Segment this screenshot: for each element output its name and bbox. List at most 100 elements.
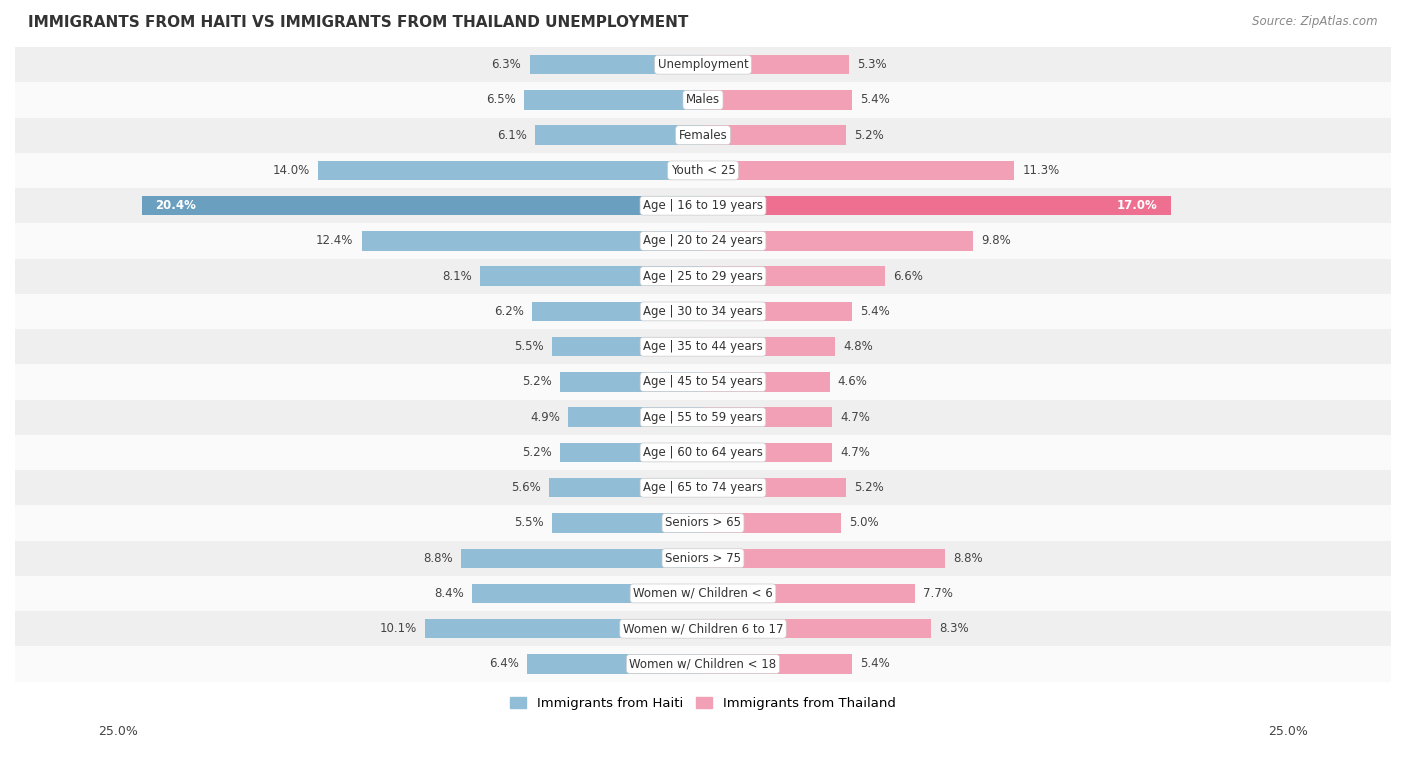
Text: Age | 20 to 24 years: Age | 20 to 24 years xyxy=(643,235,763,248)
Text: 6.4%: 6.4% xyxy=(489,658,519,671)
Bar xyxy=(15,611,1391,646)
Bar xyxy=(15,47,1391,83)
Text: 5.4%: 5.4% xyxy=(860,93,890,107)
Text: Age | 16 to 19 years: Age | 16 to 19 years xyxy=(643,199,763,212)
Bar xyxy=(703,90,852,110)
Text: 6.5%: 6.5% xyxy=(486,93,516,107)
Text: Age | 30 to 34 years: Age | 30 to 34 years xyxy=(643,305,763,318)
Bar xyxy=(536,126,703,145)
Text: 12.4%: 12.4% xyxy=(316,235,353,248)
Text: 5.2%: 5.2% xyxy=(855,129,884,142)
Bar xyxy=(703,231,973,251)
Text: Women w/ Children 6 to 17: Women w/ Children 6 to 17 xyxy=(623,622,783,635)
Text: Seniors > 75: Seniors > 75 xyxy=(665,552,741,565)
Bar xyxy=(551,337,703,357)
Bar xyxy=(703,478,846,497)
Bar xyxy=(548,478,703,497)
Text: Age | 25 to 29 years: Age | 25 to 29 years xyxy=(643,269,763,282)
Bar xyxy=(703,549,945,568)
Text: Source: ZipAtlas.com: Source: ZipAtlas.com xyxy=(1253,15,1378,28)
Text: 6.1%: 6.1% xyxy=(496,129,527,142)
Text: IMMIGRANTS FROM HAITI VS IMMIGRANTS FROM THAILAND UNEMPLOYMENT: IMMIGRANTS FROM HAITI VS IMMIGRANTS FROM… xyxy=(28,15,689,30)
Text: Age | 45 to 54 years: Age | 45 to 54 years xyxy=(643,375,763,388)
Text: 5.6%: 5.6% xyxy=(510,481,541,494)
Text: Females: Females xyxy=(679,129,727,142)
Text: 5.5%: 5.5% xyxy=(513,340,543,354)
Text: 4.7%: 4.7% xyxy=(841,411,870,424)
Bar xyxy=(15,153,1391,188)
Bar xyxy=(530,55,703,74)
Text: 4.9%: 4.9% xyxy=(530,411,560,424)
Text: Youth < 25: Youth < 25 xyxy=(671,164,735,177)
Text: 5.4%: 5.4% xyxy=(860,658,890,671)
Bar xyxy=(15,576,1391,611)
Text: 5.3%: 5.3% xyxy=(858,58,887,71)
Bar xyxy=(560,372,703,391)
Bar xyxy=(15,435,1391,470)
Text: 17.0%: 17.0% xyxy=(1116,199,1157,212)
Bar xyxy=(15,259,1391,294)
Text: 8.3%: 8.3% xyxy=(939,622,969,635)
Text: 5.0%: 5.0% xyxy=(849,516,879,529)
Bar xyxy=(560,443,703,462)
Bar xyxy=(703,619,931,638)
Bar xyxy=(703,443,832,462)
Legend: Immigrants from Haiti, Immigrants from Thailand: Immigrants from Haiti, Immigrants from T… xyxy=(505,691,901,715)
Bar xyxy=(703,126,846,145)
Bar xyxy=(479,266,703,286)
Bar xyxy=(472,584,703,603)
Bar xyxy=(15,646,1391,681)
Bar xyxy=(551,513,703,533)
Text: 7.7%: 7.7% xyxy=(924,587,953,600)
Bar xyxy=(318,160,703,180)
Text: 5.2%: 5.2% xyxy=(522,375,551,388)
Text: 9.8%: 9.8% xyxy=(981,235,1011,248)
Text: 11.3%: 11.3% xyxy=(1022,164,1060,177)
Text: 8.4%: 8.4% xyxy=(434,587,464,600)
Text: Age | 55 to 59 years: Age | 55 to 59 years xyxy=(643,411,763,424)
Bar xyxy=(703,407,832,427)
Text: 8.8%: 8.8% xyxy=(953,552,983,565)
Text: 6.2%: 6.2% xyxy=(495,305,524,318)
Text: 8.1%: 8.1% xyxy=(441,269,472,282)
Text: Women w/ Children < 18: Women w/ Children < 18 xyxy=(630,658,776,671)
Bar xyxy=(15,329,1391,364)
Bar xyxy=(703,196,1171,216)
Text: 5.4%: 5.4% xyxy=(860,305,890,318)
Bar xyxy=(425,619,703,638)
Bar xyxy=(703,160,1014,180)
Text: 5.2%: 5.2% xyxy=(855,481,884,494)
Text: 8.8%: 8.8% xyxy=(423,552,453,565)
Text: 10.1%: 10.1% xyxy=(380,622,416,635)
Bar xyxy=(703,513,841,533)
Text: Age | 65 to 74 years: Age | 65 to 74 years xyxy=(643,481,763,494)
Text: 5.2%: 5.2% xyxy=(522,446,551,459)
Bar xyxy=(15,470,1391,506)
Bar xyxy=(15,223,1391,259)
Bar xyxy=(15,117,1391,153)
Bar xyxy=(527,654,703,674)
Bar xyxy=(15,294,1391,329)
Bar xyxy=(703,302,852,321)
Text: 4.6%: 4.6% xyxy=(838,375,868,388)
Text: Seniors > 65: Seniors > 65 xyxy=(665,516,741,529)
Text: 5.5%: 5.5% xyxy=(513,516,543,529)
Bar xyxy=(15,540,1391,576)
Bar xyxy=(703,584,915,603)
Text: Age | 60 to 64 years: Age | 60 to 64 years xyxy=(643,446,763,459)
Text: 6.6%: 6.6% xyxy=(893,269,922,282)
Text: Age | 35 to 44 years: Age | 35 to 44 years xyxy=(643,340,763,354)
Bar xyxy=(703,372,830,391)
Bar xyxy=(15,364,1391,400)
Bar xyxy=(15,506,1391,540)
Text: Women w/ Children < 6: Women w/ Children < 6 xyxy=(633,587,773,600)
Bar xyxy=(15,83,1391,117)
Text: 25.0%: 25.0% xyxy=(1268,725,1308,738)
Bar xyxy=(15,400,1391,435)
Bar xyxy=(703,654,852,674)
Bar xyxy=(142,196,703,216)
Text: 4.7%: 4.7% xyxy=(841,446,870,459)
Text: 20.4%: 20.4% xyxy=(155,199,197,212)
Text: Males: Males xyxy=(686,93,720,107)
Text: 4.8%: 4.8% xyxy=(844,340,873,354)
